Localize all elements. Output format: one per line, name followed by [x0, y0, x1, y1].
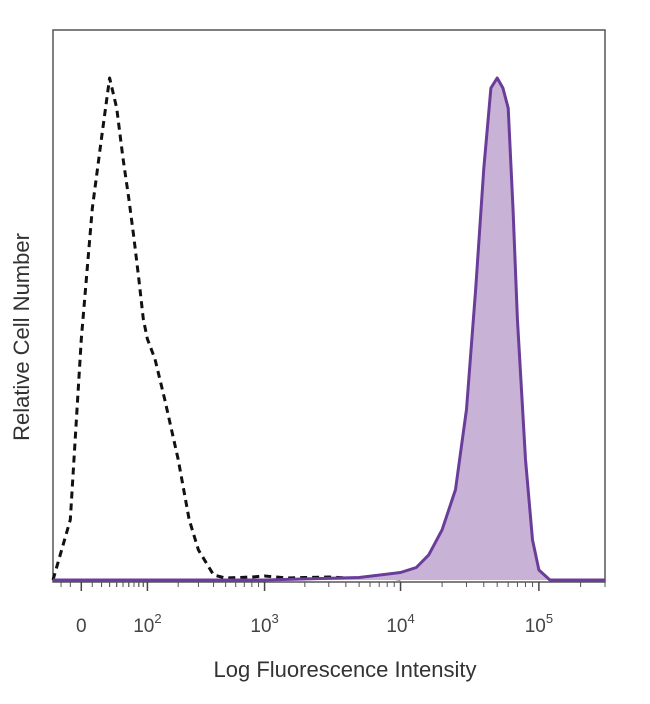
y-axis-label: Relative Cell Number	[9, 233, 34, 441]
x-tick-label-3: 104	[386, 611, 414, 637]
x-axis: 0 102 103 104 105	[60, 582, 606, 637]
x-axis-label: Log Fluorescence Intensity	[214, 657, 477, 682]
x-tick-label-2: 103	[250, 611, 278, 637]
x-tick-label-0: 0	[76, 616, 87, 637]
x-tick-label-1: 102	[133, 611, 161, 637]
x-tick-label-4: 105	[525, 611, 553, 637]
series-1-area	[53, 78, 605, 580]
series-layer	[51, 76, 605, 582]
series-1-line	[53, 76, 605, 582]
